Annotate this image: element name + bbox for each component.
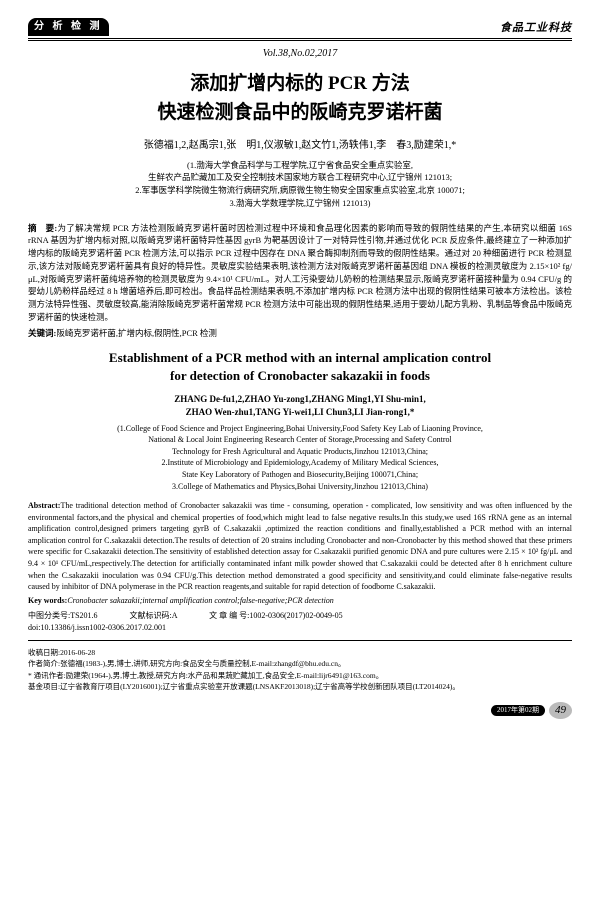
authors-cn: 张德福1,2,赵禹宗1,张 明1,仪淑敏1,赵文竹1,汤轶伟1,李 春3,励建荣… xyxy=(28,139,572,153)
affiliations-en: (1.College of Food Science and Project E… xyxy=(28,423,572,493)
footnotes: 收稿日期:2016-06-28 作者简介:张德福(1983-),男,博士,讲师,… xyxy=(28,647,572,692)
keywords-cn-label: 关键词: xyxy=(28,328,56,338)
title-en: Establishment of a PCR method with an in… xyxy=(28,349,572,385)
abstract-en-text: The traditional detection method of Cron… xyxy=(28,501,572,591)
header-row: 分 析 检 测 食品工业科技 xyxy=(28,18,572,39)
abstract-cn-text: 为了解决常规 PCR 方法检测阪崎克罗诺杆菌时因检测过程中环境和食品理化因素的影… xyxy=(28,223,572,322)
classification-line: 中图分类号:TS201.6 文献标识码:A 文 章 编 号:1002-0306(… xyxy=(28,611,572,622)
authors-en: ZHANG De-fu1,2,ZHAO Yu-zong1,ZHANG Ming1… xyxy=(28,393,572,418)
abstract-cn: 摘 要:为了解决常规 PCR 方法检测阪崎克罗诺杆菌时因检测过程中环境和食品理化… xyxy=(28,222,572,324)
received-date: 收稿日期:2016-06-28 xyxy=(28,647,572,658)
header-left: 分 析 检 测 xyxy=(28,18,109,36)
keywords-cn-text: 阪崎克罗诺杆菌,扩增内标,假阴性,PCR 检测 xyxy=(56,328,217,338)
header-rule xyxy=(28,40,572,41)
journal-name: 食品工业科技 xyxy=(500,21,572,36)
volume-issue: Vol.38,No.02,2017 xyxy=(28,47,572,61)
abstract-en-label: Abstract: xyxy=(28,501,60,510)
affiliations-cn: (1.渤海大学食品科学与工程学院,辽宁省食品安全重点实验室, 生鲜农产品贮藏加工… xyxy=(28,159,572,210)
keywords-en-text: Cronobacter sakazakii;internal amplifica… xyxy=(67,596,333,605)
title-cn: 添加扩增内标的 PCR 方法 快速检测食品中的阪崎克罗诺杆菌 xyxy=(28,70,572,127)
abstract-en: Abstract:The traditional detection metho… xyxy=(28,500,572,593)
doi-line: doi:10.13386/j.issn1002-0306.2017.02.001 xyxy=(28,623,572,634)
funding: 基金项目:辽宁省教育厅项目(LY2016001);辽宁省重点实验室开放课题(LN… xyxy=(28,681,572,692)
abstract-cn-label: 摘 要: xyxy=(28,223,57,233)
page-footer: 2017年第02期 49 xyxy=(28,702,572,719)
keywords-en-label: Key words: xyxy=(28,596,67,605)
author-bio: 作者简介:张德福(1983-),男,博士,讲师,研究方向:食品安全与质量控制,E… xyxy=(28,658,572,669)
page-number: 49 xyxy=(549,702,572,719)
keywords-en: Key words:Cronobacter sakazakii;internal… xyxy=(28,596,572,607)
issue-badge: 2017年第02期 xyxy=(491,705,545,716)
footer-rule xyxy=(28,640,572,641)
corresponding-author: * 通讯作者:励建荣(1964-),男,博士,教授,研究方向:水产品和果蔬贮藏加… xyxy=(28,670,572,681)
section-tab: 分 析 检 测 xyxy=(28,18,109,36)
keywords-cn: 关键词:阪崎克罗诺杆菌,扩增内标,假阴性,PCR 检测 xyxy=(28,328,572,339)
